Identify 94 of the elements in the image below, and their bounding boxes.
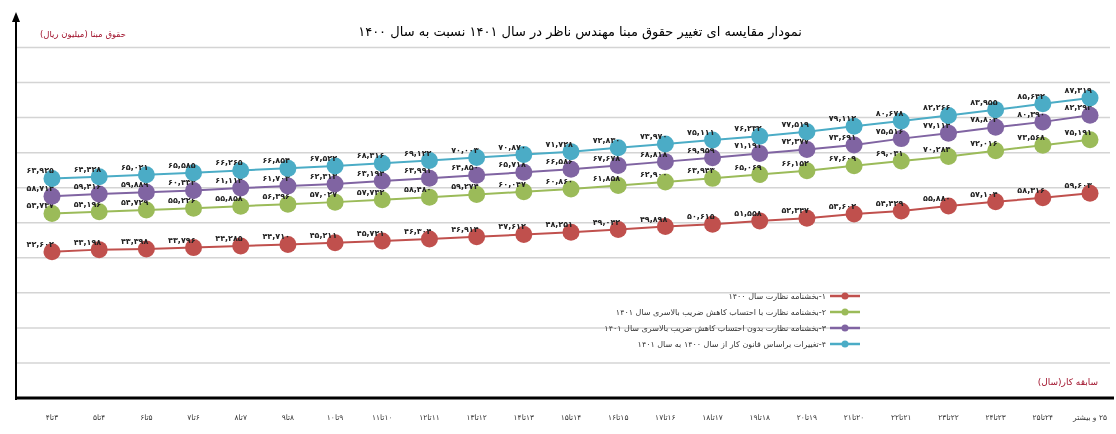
data-label: ۶۹,۹۵۹ — [687, 145, 715, 155]
data-label: ۸۵,۶۴۲ — [1017, 91, 1045, 101]
data-label: ۵۹,۶۰۳ — [1064, 181, 1093, 191]
data-label: ۴۸,۲۵۱ — [545, 220, 573, 230]
data-label: ۵۵,۸۸۰ — [923, 194, 951, 204]
data-label: ۷۲,۰۱۶ — [970, 138, 998, 148]
data-label: ۷۱,۷۲۸ — [545, 139, 574, 149]
data-label: ۶۸,۳۱۶ — [356, 151, 385, 161]
x-axis-title: سابقه کار(سال) — [1037, 377, 1098, 387]
data-label: ۵۸,۷۱۴ — [26, 184, 55, 194]
data-label: ۷۲,۸۳۰ — [592, 135, 621, 145]
data-label: ۶۶,۲۶۵ — [215, 158, 243, 168]
data-label: ۴۶,۳۰۴ — [404, 226, 432, 236]
data-label: ۵۸,۴۸۰ — [404, 185, 432, 195]
data-label: ۷۸,۸۰۴ — [970, 115, 998, 125]
data-label: ۵۱,۵۵۸ — [734, 208, 762, 218]
data-label: ۴۳,۳۹۸ — [120, 236, 149, 246]
data-label: ۷۰,۰۰۳ — [451, 145, 479, 155]
data-label: ۸۲,۲۶۶ — [923, 103, 951, 113]
data-label: ۴۳,۱۹۸ — [73, 237, 102, 247]
data-label: ۸۳,۹۵۵ — [970, 97, 998, 107]
data-label: ۵۹,۴۱۶ — [73, 181, 102, 191]
data-label: ۴۶,۹۱۴ — [451, 224, 479, 234]
data-label: ۷۳,۵۶۸ — [1017, 133, 1045, 143]
data-label: ۴۵,۷۲۱ — [356, 228, 385, 238]
data-label: ۴۹,۸۹۸ — [639, 214, 668, 224]
data-label: ۸۰,۳۹۰ — [1017, 109, 1045, 119]
data-label: ۵۴,۷۲۹ — [120, 198, 149, 208]
data-label: ۷۰,۲۸۳ — [923, 144, 951, 154]
data-label: ۶۸,۸۱۸ — [639, 149, 668, 159]
data-label: ۶۰,۰۴۷ — [498, 179, 526, 189]
data-label: ۶۴,۸۵۰ — [451, 163, 479, 173]
data-label: ۵۷,۰۲۷ — [309, 190, 338, 200]
data-label: ۶۵,۷۱۸ — [498, 160, 526, 170]
data-label: ۶۱,۱۱۳ — [215, 176, 243, 186]
data-label: ۴۷,۶۱۲ — [498, 222, 526, 232]
data-label: ۶۵,۰۶۹ — [734, 162, 762, 172]
data-label: ۴۴,۲۸۵ — [215, 233, 243, 243]
text: حقوق مبنا (میلیون ریال) — [40, 29, 126, 39]
data-label: ۶۳,۱۹۴ — [356, 168, 385, 178]
data-label: ۷۷,۵۱۹ — [781, 119, 810, 129]
data-label: ۷۳,۹۷۰ — [639, 131, 668, 141]
legend-label: ۴-تغییرات براساس قانون کار از سال ۱۴۰۰ به سال ۱۴۰۱ — [637, 340, 826, 349]
data-label: ۵۲,۳۴۷ — [781, 206, 810, 216]
data-label: ۸۰,۶۷۸ — [875, 108, 904, 118]
data-label: ۶۶,۱۵۲ — [781, 158, 810, 168]
data-label: ۵۹,۲۷۴ — [451, 182, 479, 192]
data-label: ۷۵,۱۱۱ — [687, 128, 715, 138]
data-label: ۶۵,۰۲۱ — [120, 162, 149, 172]
data-label: ۶۳,۹۹۱ — [404, 166, 432, 176]
data-label: ۶۹,۰۳۱ — [875, 148, 904, 158]
data-label: ۵۷,۷۳۲ — [356, 187, 385, 197]
data-label: ۴۲,۶۰۲ — [26, 239, 55, 249]
data-label: ۸۲,۲۹۴ — [1064, 103, 1093, 113]
data-label: ۵۵,۲۲۶ — [168, 196, 196, 206]
data-label: ۶۲,۹۰۰ — [639, 169, 668, 179]
data-label: ۶۷,۵۲۲ — [309, 154, 338, 164]
data-label: ۶۵,۵۸۵ — [168, 160, 196, 170]
data-label: ۶۳,۹۴۳ — [687, 166, 715, 176]
data-label: ۴۵,۲۱۱ — [309, 230, 338, 240]
data-label: ۶۰,۸۶۰ — [545, 176, 573, 186]
data-label: ۶۳,۹۲۵ — [26, 166, 55, 176]
data-label: ۷۷,۱۱۴ — [923, 121, 951, 131]
data-label: ۶۴,۴۲۸ — [73, 164, 102, 174]
data-label: ۴۴,۷۱۰ — [262, 232, 290, 242]
data-label: ۶۷,۶۷۸ — [592, 153, 621, 163]
data-label: ۷۶,۲۳۲ — [734, 124, 762, 134]
data-label: ۵۴,۴۲۹ — [875, 199, 904, 209]
data-label: ۶۲,۳۱۳ — [309, 171, 338, 181]
data-label: ۶۱,۷۰۳ — [262, 174, 291, 184]
data-label: ۵۸,۳۱۶ — [1017, 185, 1045, 195]
data-label: ۶۶,۸۵۴ — [262, 156, 291, 166]
data-label: ۸۷,۳۱۹ — [1064, 86, 1093, 96]
data-label: ۷۳,۶۹۱ — [828, 132, 857, 142]
data-label: ۷۹,۱۱۲ — [828, 114, 857, 124]
data-label: ۵۹,۸۸۹ — [120, 180, 149, 190]
data-label: ۷۲,۳۷۷ — [781, 137, 810, 147]
data-label: ۷۰,۸۷۰ — [498, 142, 526, 152]
data-label: ۶۶,۵۸۶ — [545, 157, 574, 167]
data-label: ۴۳,۷۹۶ — [168, 235, 196, 245]
data-label: ۵۴,۱۹۶ — [73, 199, 102, 209]
data-label: ۶۱,۸۵۸ — [592, 173, 621, 183]
data-label: ۵۵,۸۵۸ — [215, 194, 243, 204]
data-label: ۶۹,۱۲۲ — [404, 148, 432, 158]
data-label: ۷۵,۱۹۱ — [1064, 127, 1092, 137]
data-label: ۶۷,۶۰۹ — [828, 153, 857, 163]
data-label: ۵۰,۶۱۵ — [687, 212, 715, 222]
data-label: ۴۹,۰۴۲ — [592, 217, 621, 227]
data-label: ۷۵,۵۱۶ — [875, 126, 904, 136]
legend-label: ۱-بخشنامه نظارت سال ۱۴۰۰ — [728, 292, 826, 301]
chart-title: نمودار مقایسه ای تغییر حقوق مبنا مهندس ناظر در سال ۱۴۰۱ نسبت به سال ۱۴۰۰ — [358, 24, 802, 40]
data-label: ۵۳,۶۰۲ — [828, 201, 857, 211]
data-label: ۵۶,۳۹۶ — [262, 192, 291, 202]
data-label: ۵۷,۱۰۴ — [970, 189, 998, 199]
